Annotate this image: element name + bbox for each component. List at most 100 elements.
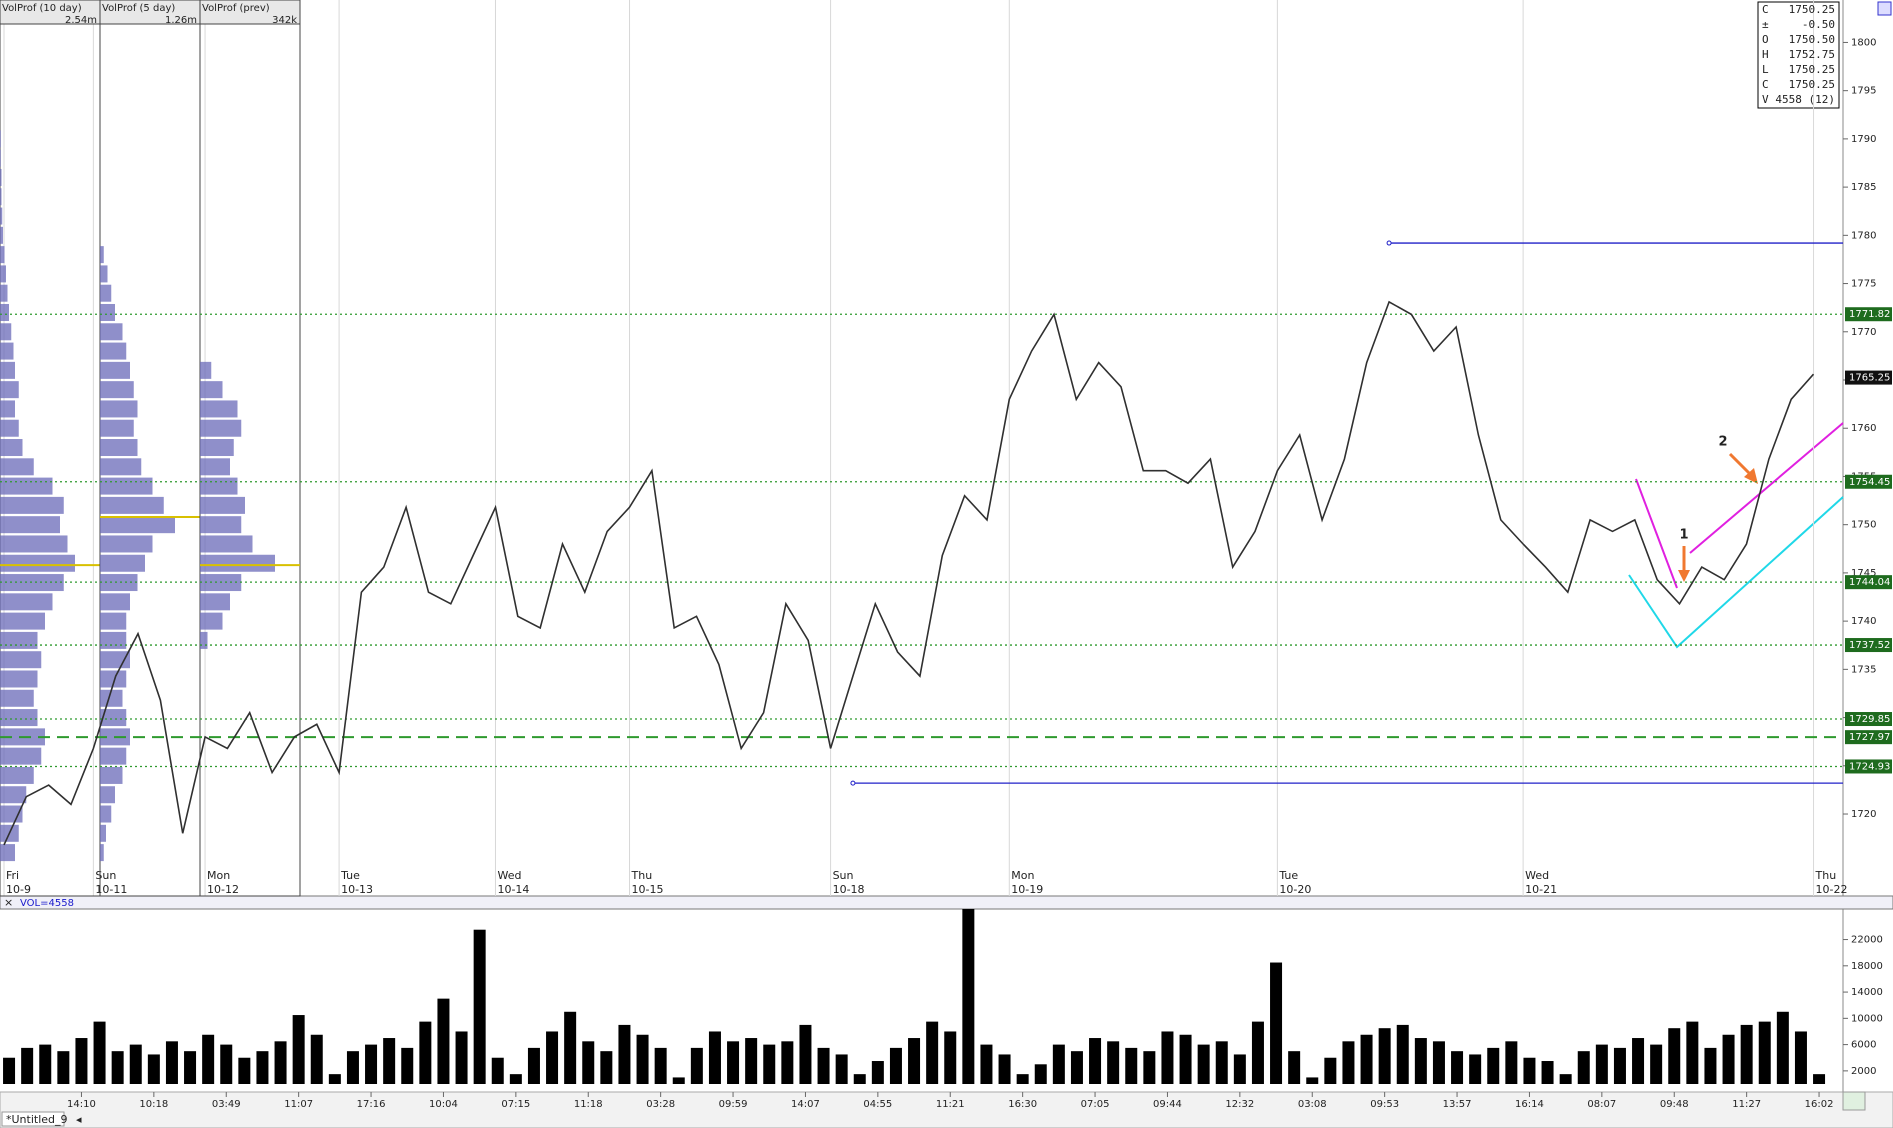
- profile-bar: [0, 323, 12, 341]
- x-tick-label: 10:04: [429, 1099, 458, 1110]
- profile-bar: [200, 361, 212, 379]
- profile-bar: [0, 496, 64, 514]
- y-tick-label: 1735: [1851, 664, 1876, 675]
- tab[interactable]: [1, 1111, 65, 1127]
- volume-bar: [1251, 1021, 1264, 1084]
- x-tick-label: 13:57: [1443, 1099, 1472, 1110]
- x-tick-label: 10-21: [1525, 883, 1557, 896]
- profile-bar: [0, 670, 38, 688]
- profile-bar: [100, 554, 145, 572]
- profile-bar: [100, 786, 115, 804]
- level-label: 1727.97: [1849, 732, 1890, 743]
- level-label: 1744.04: [1849, 577, 1890, 588]
- volume-bar: [1233, 1054, 1246, 1084]
- volume-bar: [745, 1038, 758, 1084]
- volume-bar: [835, 1054, 848, 1084]
- profile-bar: [0, 747, 42, 765]
- volume-bar: [1668, 1028, 1681, 1084]
- volume-bar: [75, 1038, 88, 1084]
- y-tick-label: 1770: [1851, 327, 1876, 338]
- y-tick-label: 1800: [1851, 37, 1876, 48]
- volume-bar: [455, 1031, 468, 1084]
- ray-anchor: [1386, 240, 1392, 246]
- profile-bar: [0, 631, 38, 649]
- profile-bar: [100, 400, 138, 418]
- volume-bar: [220, 1044, 233, 1084]
- volume-bar: [1686, 1021, 1699, 1084]
- volume-bar: [165, 1041, 178, 1084]
- volume-bar: [292, 1015, 305, 1084]
- volume-bar: [1197, 1044, 1210, 1084]
- annotation: 2: [1718, 435, 1727, 450]
- volume-bar: [1052, 1044, 1065, 1084]
- info-label: O: [1762, 33, 1769, 46]
- volume-bar: [908, 1038, 921, 1084]
- x-tick-label: 11:21: [936, 1099, 965, 1110]
- profile-bar: [100, 381, 134, 399]
- volume-bar: [1125, 1047, 1138, 1084]
- refresh-button[interactable]: [1842, 1091, 1866, 1111]
- volume-bar: [1378, 1028, 1391, 1084]
- level-label: 1729.85: [1849, 714, 1890, 725]
- volume-bar: [672, 1077, 685, 1084]
- profile-header: [199, 0, 301, 25]
- x-tick-label: 07:05: [1081, 1099, 1110, 1110]
- volume-bar: [419, 1021, 432, 1084]
- profile-bar: [100, 419, 134, 437]
- profile-bar: [0, 381, 19, 399]
- info-value: 1750.50: [1789, 33, 1835, 46]
- volume-bar: [1704, 1047, 1717, 1084]
- info-label: ±: [1762, 18, 1769, 31]
- x-tick-label: 09:53: [1370, 1099, 1399, 1110]
- profile-header: [0, 0, 101, 25]
- y-tick-label: 1775: [1851, 279, 1876, 290]
- profile-bar: [200, 554, 275, 572]
- profile-bar: [200, 458, 230, 476]
- volume-bar: [57, 1051, 70, 1084]
- close-icon[interactable]: ×: [4, 896, 13, 909]
- x-tick-weekday: Mon: [207, 869, 230, 882]
- profile-bar: [100, 574, 138, 592]
- volume-bar: [1451, 1051, 1464, 1084]
- profile-total: 1.26m: [165, 15, 197, 26]
- volume-bar: [238, 1057, 251, 1084]
- x-tick-label: 11:18: [574, 1099, 603, 1110]
- profile-title: VolProf (prev): [202, 3, 270, 14]
- y-tick-label: 1795: [1851, 86, 1876, 97]
- volume-bar: [256, 1051, 269, 1084]
- profile-bar: [200, 381, 223, 399]
- x-tick-label: 11:07: [284, 1099, 313, 1110]
- profile-bar: [100, 766, 123, 784]
- volume-bar: [618, 1024, 631, 1084]
- x-tick-label: 16:30: [1008, 1099, 1037, 1110]
- volume-bar: [799, 1024, 812, 1084]
- volume-bar: [817, 1047, 830, 1084]
- profile-bar: [0, 766, 34, 784]
- profile-title: VolProf (5 day): [102, 3, 175, 14]
- tab-label[interactable]: *Untitled_9: [6, 1113, 68, 1126]
- volume-bar: [1034, 1064, 1047, 1084]
- profile-bar: [0, 612, 45, 630]
- x-tick-label: 09:48: [1660, 1099, 1689, 1110]
- profile-bar: [100, 516, 175, 534]
- info-box: [1757, 1, 1840, 109]
- corner-button[interactable]: [1877, 1, 1892, 16]
- profile-bar: [100, 689, 123, 707]
- info-label: L: [1762, 63, 1769, 76]
- volume-bar: [93, 1021, 106, 1084]
- x-tick-label: 10:18: [139, 1099, 168, 1110]
- profile-bar: [0, 265, 6, 283]
- profile-bar: [200, 631, 208, 649]
- profile-bar: [100, 709, 127, 727]
- volume-bar: [962, 909, 975, 1084]
- info-label: C: [1762, 78, 1769, 91]
- profile-total: 2.54m: [65, 15, 97, 26]
- profile-bar: [0, 246, 5, 264]
- y-tick-label: 6000: [1851, 1040, 1876, 1051]
- scroll-left[interactable]: ◂: [76, 1113, 82, 1126]
- volume-bar: [1324, 1057, 1337, 1084]
- profile-bar: [100, 361, 130, 379]
- y-tick-label: 2000: [1851, 1066, 1876, 1077]
- y-tick-label: 1785: [1851, 182, 1876, 193]
